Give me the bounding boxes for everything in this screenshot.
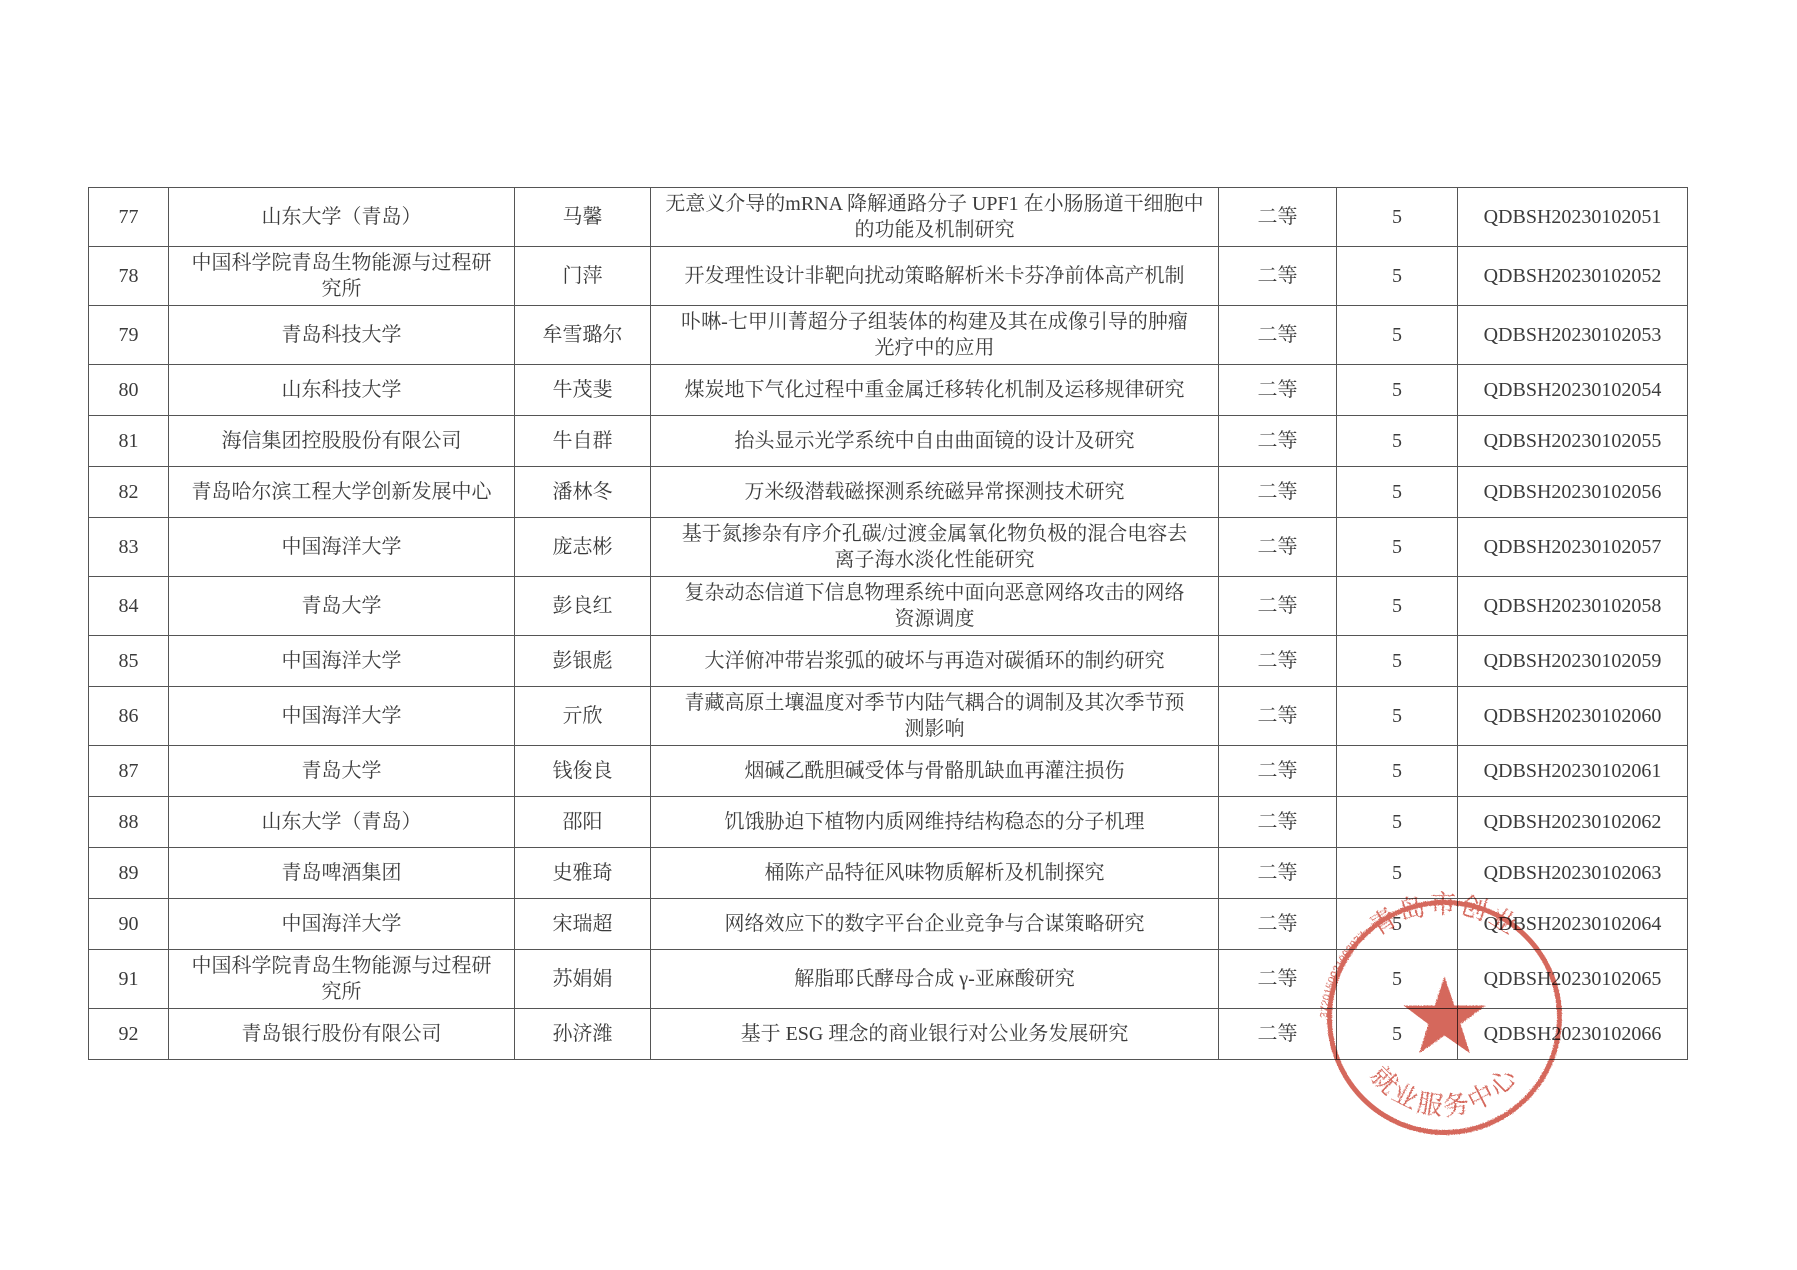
- svg-text:3720150021002277: 3720150021002277: [1318, 929, 1369, 1018]
- svg-text:青岛市创业: 青岛市创业: [1362, 886, 1527, 943]
- svg-text:就业服务中心: 就业服务中心: [1363, 1057, 1525, 1124]
